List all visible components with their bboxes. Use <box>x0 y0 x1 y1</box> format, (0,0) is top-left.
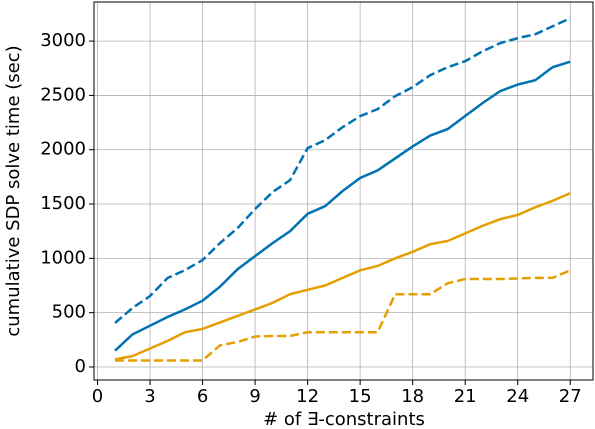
y-tick-label: 3000 <box>40 30 86 51</box>
y-tick-label: 500 <box>52 302 86 323</box>
y-tick-label: 0 <box>75 356 86 377</box>
series-line <box>114 17 571 324</box>
series-line <box>114 192 571 361</box>
x-tick-label: 9 <box>249 386 260 407</box>
x-tick-label: 27 <box>559 386 582 407</box>
y-tick-label: 2500 <box>40 84 86 105</box>
x-tick-label: 18 <box>401 386 424 407</box>
x-tick-label: 6 <box>197 386 208 407</box>
x-tick-label: 15 <box>349 386 372 407</box>
x-tick-label: 24 <box>506 386 529 407</box>
series-line <box>114 60 571 352</box>
y-tick-label: 2000 <box>40 139 86 160</box>
y-tick-label: 1000 <box>40 247 86 268</box>
x-tick-label: 21 <box>454 386 477 407</box>
series-line <box>115 269 571 362</box>
y-axis-label: cumulative SDP solve time (sec) <box>3 45 24 336</box>
x-tick-label: 3 <box>144 386 155 407</box>
x-tick-label: 0 <box>92 386 103 407</box>
plot-frame <box>93 1 594 381</box>
x-axis-label: # of ∃-constraints <box>263 409 425 429</box>
y-tick-label: 1500 <box>40 193 86 214</box>
x-tick-label: 12 <box>296 386 319 407</box>
